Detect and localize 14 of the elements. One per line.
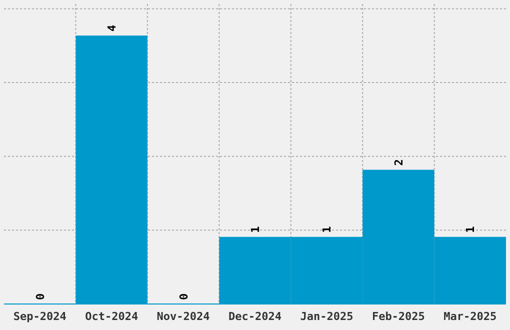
x-tick-label: Mar-2025: [444, 310, 497, 323]
data-label: 1: [249, 226, 262, 233]
data-label: 0: [34, 293, 47, 300]
x-tick-label: Sep-2024: [13, 310, 67, 323]
data-label: 4: [106, 24, 119, 32]
data-label: 1: [320, 226, 334, 233]
data-label: 1: [464, 226, 478, 233]
x-tick-label: Jan-2025: [300, 310, 354, 323]
data-label: 2: [392, 159, 406, 166]
x-tick-label: Feb-2025: [372, 310, 425, 323]
x-tick-label: Nov-2024: [156, 310, 210, 323]
x-tick-label: Oct-2024: [85, 310, 138, 323]
x-tick-label: Dec-2024: [228, 310, 282, 323]
data-label: 0: [177, 293, 190, 300]
